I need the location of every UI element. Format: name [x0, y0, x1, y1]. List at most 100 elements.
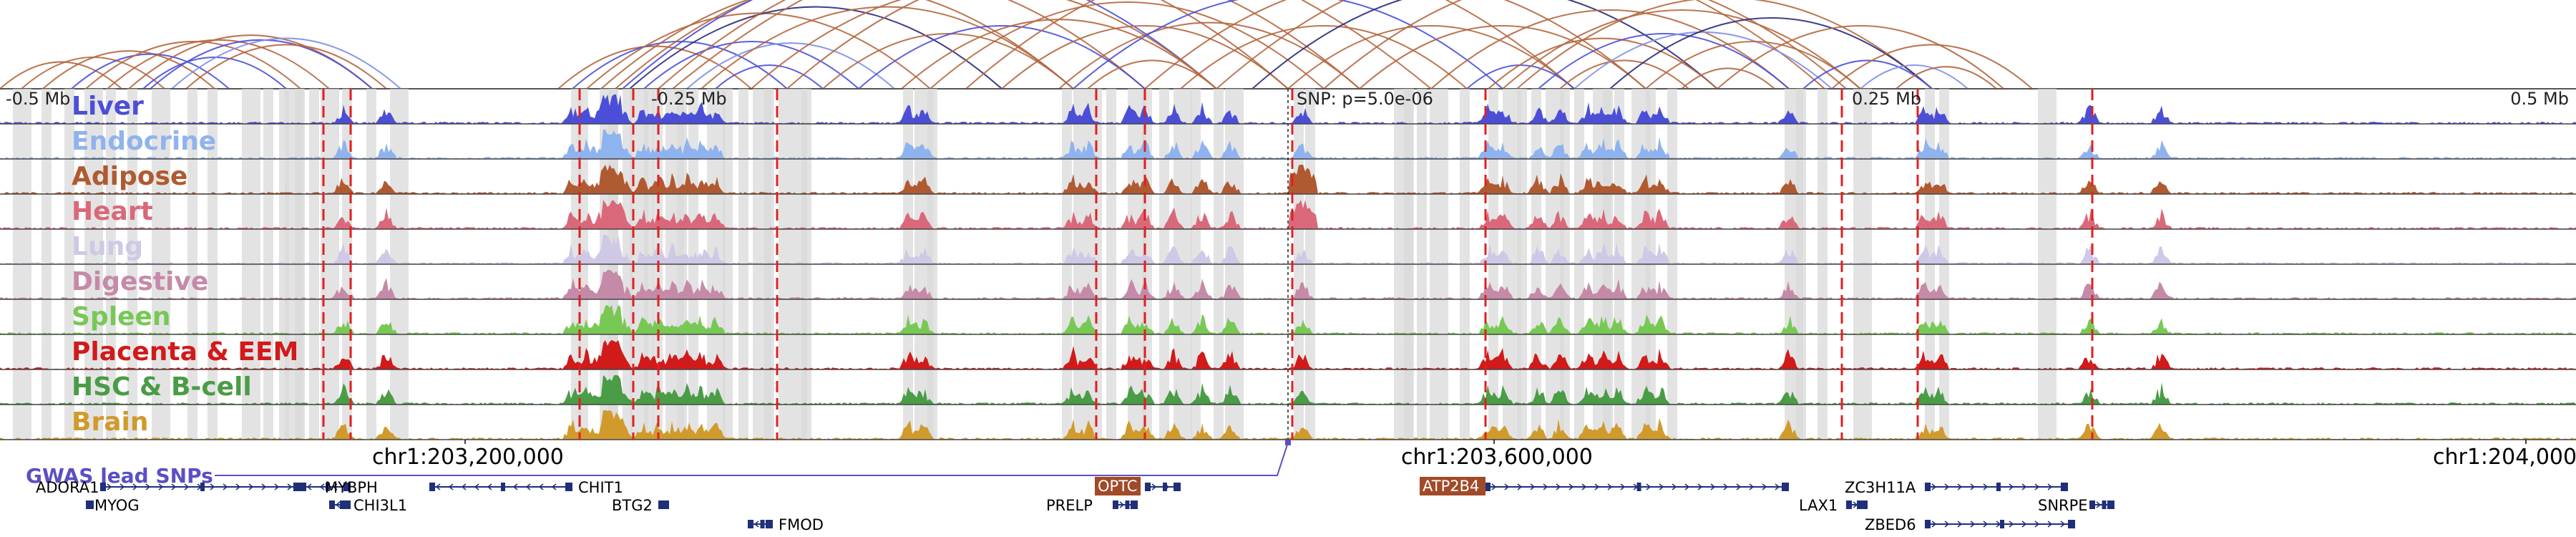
strand-arrow-icon	[2021, 483, 2027, 490]
gwas-lead-snp-marker	[1285, 440, 1291, 445]
gene-snrpe: SNRPE	[2038, 497, 2114, 514]
gene-exon	[429, 483, 435, 491]
interaction-arc	[1252, 0, 1718, 90]
gene-label: ADORA1	[36, 479, 99, 496]
interaction-arc	[615, 0, 1146, 90]
strand-arrow-icon	[2034, 483, 2040, 490]
interaction-arc	[658, 0, 1289, 90]
interaction-arc	[786, 0, 1360, 90]
gene-exon	[663, 500, 668, 509]
signal-area	[0, 130, 2576, 159]
position-label-plus-0-5: 0.5 Mb	[2510, 89, 2569, 109]
strand-arrow-icon	[107, 483, 112, 490]
interaction-arc	[572, 41, 788, 90]
interaction-arc	[1609, 17, 1933, 90]
gene-exon	[760, 520, 765, 528]
gene-mybph: MYBPH	[301, 479, 378, 496]
gene-label: ZC3H11A	[1845, 479, 1916, 496]
gene-exon	[1113, 500, 1118, 509]
interaction-arc	[858, 25, 1146, 90]
gene-exon	[1846, 500, 1852, 509]
interaction-arc	[1516, 0, 1933, 90]
interaction-arc	[1502, 9, 1861, 90]
interaction-arc	[1058, 21, 1360, 90]
gene-highlight-box	[1420, 477, 1485, 495]
strand-arrow-icon	[1646, 483, 1652, 490]
gene-exon	[1925, 483, 1931, 491]
strand-arrow-icon	[538, 483, 544, 490]
strand-arrow-icon	[1543, 483, 1548, 490]
interaction-arc	[629, 6, 1002, 90]
strand-arrow-icon	[1151, 483, 1157, 490]
gene-exon	[1857, 500, 1861, 509]
gene-exon	[2107, 500, 2114, 509]
strand-arrow-icon	[223, 483, 228, 490]
gene-highlight-box	[1095, 477, 1141, 495]
position-label-minus-0-5: -0.5 Mb	[6, 89, 70, 109]
gene-exon	[1485, 483, 1491, 491]
strand-arrow-icon	[2047, 483, 2053, 490]
signal-area	[0, 200, 2576, 229]
gene-label: ATP2B4	[1423, 478, 1479, 495]
gene-lax1: LAX1	[1799, 497, 1868, 514]
interaction-arc	[622, 0, 1217, 90]
interaction-arc	[751, 0, 1217, 90]
gene-exon	[1636, 483, 1641, 491]
strand-arrow-icon	[1710, 483, 1716, 490]
strand-arrow-icon	[145, 483, 151, 490]
track-label-placenta: Placenta & EEM	[72, 337, 298, 367]
interaction-arc	[1538, 33, 1790, 90]
interaction-arc	[1717, 25, 2004, 90]
strand-arrow-icon	[119, 483, 125, 490]
strand-arrow-icon	[335, 501, 341, 508]
strand-arrow-icon	[332, 483, 338, 490]
interaction-arc	[107, 39, 330, 90]
interaction-arc	[965, 0, 1575, 90]
interaction-arc	[901, 19, 1217, 90]
strand-arrow-icon	[1970, 521, 1976, 528]
gene-label: FMOD	[779, 516, 824, 533]
gene-exon	[1782, 483, 1789, 491]
strand-arrow-icon	[1957, 521, 1963, 528]
gwas-lead-snp-link	[215, 442, 1289, 476]
strand-arrow-icon	[1581, 483, 1587, 490]
interaction-arc	[171, 37, 401, 90]
position-label-snp: SNP: p=5.0e-06	[1297, 89, 1433, 109]
genomic-axis: chr1:203,200,000 chr1:203,600,000 chr1:204…	[372, 440, 2576, 470]
strand-arrow-icon	[435, 483, 441, 490]
axis-tick-label: chr1:203,200,000	[372, 445, 564, 470]
interaction-arc	[1073, 0, 1503, 90]
gene-exon	[301, 483, 306, 491]
track-label-spleen: Spleen	[72, 302, 171, 332]
gene-exon	[565, 483, 572, 491]
strand-arrow-icon	[319, 483, 325, 490]
gene-exon	[1163, 483, 1167, 491]
gene-myog: MYOG	[86, 497, 140, 514]
track-label-liver: Liver	[72, 92, 144, 121]
gene-exon	[2102, 500, 2107, 509]
strand-arrow-icon	[1944, 483, 1950, 490]
strand-arrow-icon	[132, 483, 138, 490]
strand-arrow-icon	[448, 483, 454, 490]
gene-exon	[343, 483, 351, 491]
gene-label: CHI3L1	[353, 497, 407, 514]
strand-arrow-icon	[1504, 483, 1510, 490]
strand-arrow-icon	[1697, 483, 1703, 490]
interaction-arc	[1574, 31, 1833, 90]
strand-arrow-icon	[248, 483, 254, 490]
position-labels: -0.5 Mb -0.25 Mb SNP: p=5.0e-06 0.25 Mb 0.5 …	[6, 89, 2569, 109]
gene-exon	[100, 483, 106, 491]
gene-exon	[766, 520, 773, 528]
gene-exon	[658, 500, 664, 509]
gene-atp2b4: ATP2B4	[1420, 477, 1789, 495]
gene-exon	[343, 500, 351, 509]
gene-exon	[326, 483, 330, 491]
interaction-arc	[0, 61, 122, 90]
position-label-minus-0-25: -0.25 Mb	[651, 89, 727, 109]
snp-marker-lines	[322, 89, 2094, 440]
strand-arrow-icon	[1517, 483, 1523, 490]
signal-track-digestive	[0, 270, 2576, 300]
interaction-arc	[1802, 59, 1933, 90]
track-label-digestive: Digestive	[72, 267, 208, 296]
gene-exon	[200, 483, 205, 491]
